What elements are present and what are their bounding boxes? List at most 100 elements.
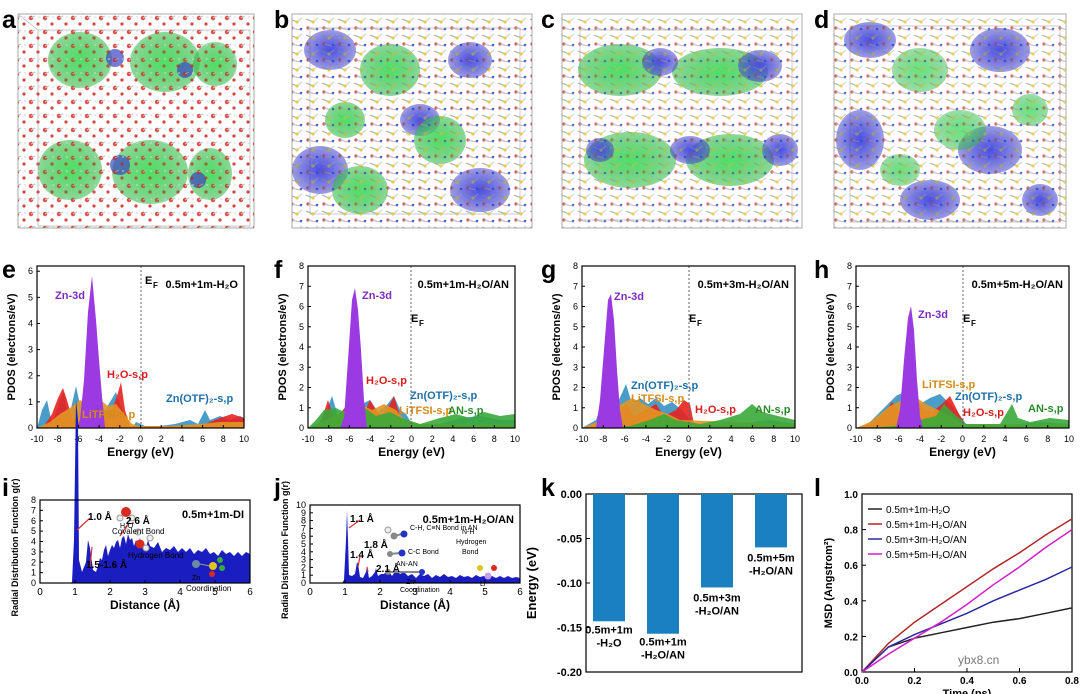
simulation-box-a: [17, 13, 255, 229]
y-tick-label: -0.10: [557, 578, 582, 590]
y-tick-label: 6: [28, 266, 33, 276]
x-tick-label: 3: [142, 587, 148, 598]
li-coordination-icon: [477, 565, 497, 580]
legend-label: 0.5m+5m-H₂O/AN: [886, 550, 967, 561]
pdos-text-panel-1: 0.5m+1m-H₂O/AN E F Zn-3d H₂O-s,pZn(OTF)₂-s,p…: [277, 261, 520, 459]
y-tick-label: 1.0: [844, 490, 858, 501]
legend-label-hydrogen: Hydrogen Bond: [128, 551, 184, 560]
simulation-box-d: [833, 13, 1067, 229]
species-label-litfsi: LiTFSI-s,p: [631, 393, 684, 405]
panel-letter-h: h: [814, 256, 829, 284]
simulation-box-b: [291, 13, 533, 229]
y-axis-label: MSD (Angstrom²): [823, 537, 835, 628]
panel-letter-g: g: [541, 256, 556, 284]
x-tick-label: 8: [1045, 434, 1050, 444]
peak-annotation-a2: 1.4 Å: [350, 548, 374, 561]
x-tick-label: -10: [301, 434, 314, 444]
species-label-an: AN-s,p: [448, 405, 484, 417]
legend-label-zn: Zn: [406, 579, 414, 586]
y-tick-label: 0: [573, 423, 578, 433]
x-tick-label: 2: [707, 434, 712, 444]
pdos-text-panel-3: 0.5m+5m-H₂O/AN E F Zn-3d H₂O-s,p Zn(OTF)₂-s,p…: [825, 261, 1074, 459]
bar-category-line2: -H₂O/AN: [749, 565, 793, 577]
y-axis-label: PDOS (electrons/eV): [277, 293, 289, 400]
watermark-text: ybx8.cn: [958, 653, 999, 667]
x-tick-label: -2: [116, 434, 124, 444]
y-tick-label: 4: [847, 342, 852, 352]
x-tick-label: 4: [447, 587, 453, 598]
y-tick-label: 5: [299, 322, 304, 332]
y-tick-label: 1: [847, 403, 852, 413]
bar-category-line2: -H₂O/AN: [695, 605, 739, 617]
y-tick-label: 0: [301, 578, 306, 588]
x-tick-label: 2: [377, 587, 383, 598]
y-tick-label: 4: [28, 318, 33, 328]
x-tick-label: 0: [307, 587, 313, 598]
x-tick-label: -2: [387, 434, 395, 444]
pdos-title: 0.5m+1m-H₂O: [166, 279, 239, 291]
x-tick-label: -4: [95, 434, 103, 444]
x-axis-label: Energy (eV): [655, 445, 722, 459]
peak-annotation-a3: 1.8 Å: [364, 538, 388, 551]
x-axis-label: Distance (Å): [110, 597, 180, 612]
rdf-title: 0.5m+1m-H₂O/AN: [423, 514, 514, 526]
y-tick-label: 2: [847, 383, 852, 393]
x-tick-label: 10: [790, 434, 800, 444]
peak-annotation-a1: 1.0 Å: [88, 510, 112, 523]
x-tick-label: -10: [30, 434, 43, 444]
species-label-an: AN-s,p: [755, 404, 791, 416]
legend-label: 0.5m+1m-H₂O/AN: [886, 520, 967, 531]
x-tick-label: 6: [517, 587, 523, 598]
y-tick-label: 1: [299, 403, 304, 413]
x-tick-label: 6: [471, 434, 476, 444]
x-tick-label: -4: [642, 434, 650, 444]
x-tick-label: 2: [981, 434, 986, 444]
y-tick-label: 0.0: [844, 668, 858, 679]
energy-bar: [593, 494, 625, 622]
legend-label-coord: Coordination: [400, 587, 440, 594]
y-tick-label: 5: [573, 322, 578, 332]
x-tick-label: 4: [729, 434, 734, 444]
x-tick-label: 4: [1003, 434, 1008, 444]
y-tick-label: 3: [573, 362, 578, 372]
species-label-zn: Zn-3d: [362, 290, 392, 302]
panel-letter-i: i: [2, 474, 9, 502]
panel-letter-l: l: [814, 474, 821, 502]
y-tick-label: 5: [28, 292, 33, 302]
legend-label-covalent: Covalent Bond: [112, 527, 164, 536]
y-tick-label: 4: [573, 342, 578, 352]
y-tick-label: 8: [31, 495, 36, 505]
rdf-title: 0.5m+1m-DI: [182, 509, 244, 521]
panel-letter-e: e: [2, 256, 16, 284]
species-label-h2o: H₂O-s,p: [366, 375, 407, 387]
y-axis-label: Energy (eV): [524, 547, 539, 619]
y-tick-label: 7: [31, 505, 36, 515]
y-tick-label: 5: [847, 322, 852, 332]
x-tick-label: -4: [366, 434, 374, 444]
x-tick-label: 1: [342, 587, 348, 598]
energy-bar: [647, 494, 679, 634]
species-label-zn: Zn-3d: [55, 290, 85, 302]
y-axis-label: PDOS (electrons/eV): [551, 293, 563, 400]
peak-annotation-a1: 1.1 Å: [350, 512, 374, 525]
x-tick-label: 0: [138, 434, 143, 444]
x-tick-label: 0.4: [960, 676, 974, 687]
msd-series-line: [861, 518, 1073, 673]
x-tick-label: -6: [345, 434, 353, 444]
y-tick-label: 8: [847, 261, 852, 271]
x-tick-label: 6: [200, 434, 205, 444]
legend-label: 0.5m+3m-H₂O/AN: [886, 535, 967, 546]
fermi-level-label: E: [411, 313, 418, 325]
legend-label-anan: AN-AN: [396, 561, 418, 568]
msd-series-line: [861, 607, 1073, 673]
y-tick-label: 8: [573, 261, 578, 271]
x-tick-label: 0.0: [855, 676, 869, 687]
bar-category-line1: 0.5m+1m: [585, 624, 633, 636]
y-tick-label: 6: [847, 302, 852, 312]
fermi-level-label: E: [963, 313, 970, 325]
panel-letter-a: a: [2, 6, 17, 34]
legend-label-cc: C-C Bond: [408, 549, 439, 556]
y-tick-label: 2: [299, 383, 304, 393]
x-tick-label: 8: [492, 434, 497, 444]
